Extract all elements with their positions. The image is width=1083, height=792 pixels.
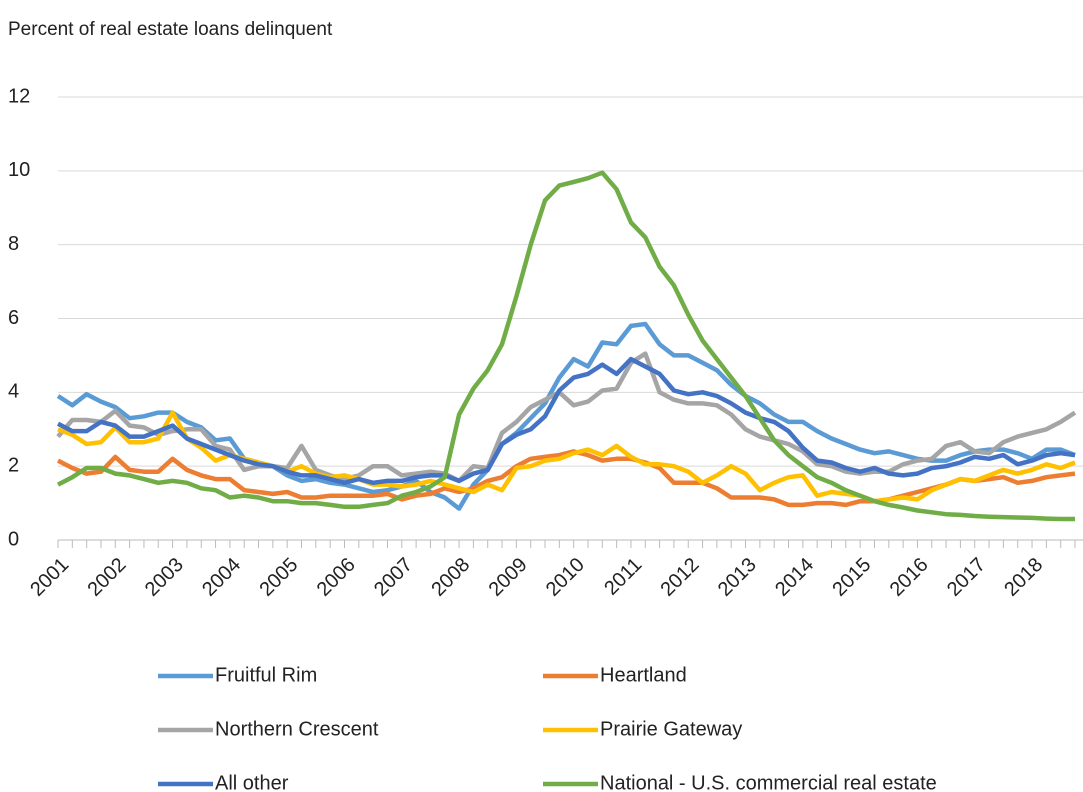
y-tick-label: 0 bbox=[8, 528, 19, 550]
x-tick-label: 2005 bbox=[255, 554, 302, 601]
legend-label: National - U.S. commercial real estate bbox=[600, 772, 937, 792]
x-tick-label: 2006 bbox=[313, 554, 360, 601]
x-tick-label: 2014 bbox=[771, 554, 818, 601]
legend-label: Northern Crescent bbox=[215, 718, 379, 740]
y-tick-label: 12 bbox=[8, 85, 30, 107]
x-tick-label: 2004 bbox=[198, 554, 245, 601]
y-tick-label: 10 bbox=[8, 159, 30, 181]
x-tick-label: 2009 bbox=[485, 554, 532, 601]
x-tick-label: 2013 bbox=[714, 554, 761, 601]
y-tick-label: 8 bbox=[8, 233, 19, 255]
x-tick-label: 2010 bbox=[542, 554, 589, 601]
series-line bbox=[56, 449, 1076, 508]
axis-title: Percent of real estate loans delinquent bbox=[8, 19, 333, 40]
x-tick-label: 2017 bbox=[943, 554, 990, 601]
x-tick-label: 2015 bbox=[828, 554, 875, 601]
y-tick-label: 6 bbox=[8, 307, 19, 329]
series-line bbox=[56, 321, 1076, 511]
x-tick-label: 2012 bbox=[657, 554, 704, 601]
y-tick-label: 4 bbox=[8, 381, 19, 403]
series-line bbox=[56, 351, 1077, 484]
series-line bbox=[56, 356, 1076, 486]
x-tick-label: 2001 bbox=[26, 554, 73, 601]
x-tick-label: 2011 bbox=[600, 554, 646, 600]
x-tick-label: 2003 bbox=[141, 554, 188, 601]
x-tick-label: 2007 bbox=[370, 554, 417, 601]
x-tick-label: 2002 bbox=[84, 554, 131, 601]
x-tick-label: 2018 bbox=[1000, 554, 1047, 601]
series-line bbox=[56, 170, 1075, 522]
x-tick-label: 2016 bbox=[886, 554, 933, 601]
legend-label: Fruitful Rim bbox=[215, 664, 317, 686]
legend-label: All other bbox=[215, 772, 289, 792]
x-tick-label: 2008 bbox=[427, 554, 474, 601]
legend-label: Heartland bbox=[600, 664, 687, 686]
legend-label: Prairie Gateway bbox=[600, 718, 742, 740]
y-tick-label: 2 bbox=[8, 454, 19, 476]
